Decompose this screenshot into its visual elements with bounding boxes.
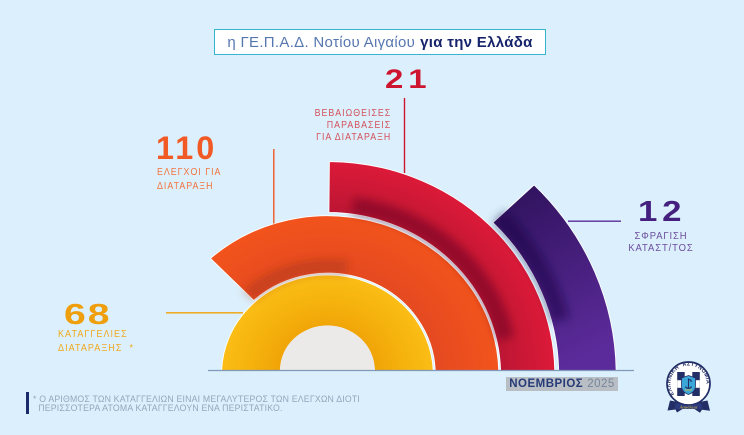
- svg-text:Ασφάλεια: Ασφάλεια: [679, 405, 698, 410]
